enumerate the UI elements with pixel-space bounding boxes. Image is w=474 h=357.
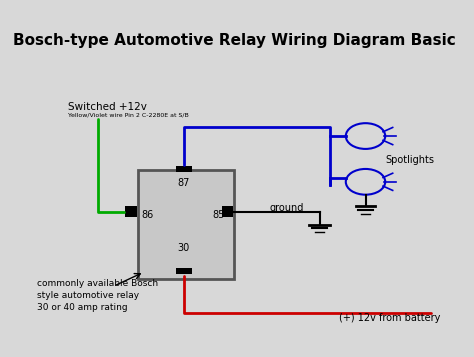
- Text: Spotlights: Spotlights: [385, 155, 434, 165]
- Text: Switched +12v: Switched +12v: [68, 102, 146, 112]
- Text: (+) 12v from battery: (+) 12v from battery: [339, 313, 441, 323]
- Bar: [126, 206, 137, 217]
- Bar: [176, 166, 192, 172]
- Text: ground: ground: [269, 202, 303, 212]
- Text: 87: 87: [177, 178, 190, 188]
- Bar: [222, 206, 233, 217]
- Bar: [176, 268, 192, 274]
- Title: Bosch-type Automotive Relay Wiring Diagram Basic: Bosch-type Automotive Relay Wiring Diagr…: [13, 33, 456, 48]
- Text: 85: 85: [212, 210, 225, 220]
- Bar: [137, 170, 234, 279]
- Text: commonly available Bosch
style automotive relay
30 or 40 amp rating: commonly available Bosch style automotiv…: [37, 279, 158, 312]
- Text: Yellow/Violet wire Pin 2 C-2280E at S/B: Yellow/Violet wire Pin 2 C-2280E at S/B: [68, 112, 188, 117]
- Text: 30: 30: [178, 243, 190, 253]
- Text: 86: 86: [141, 210, 154, 220]
